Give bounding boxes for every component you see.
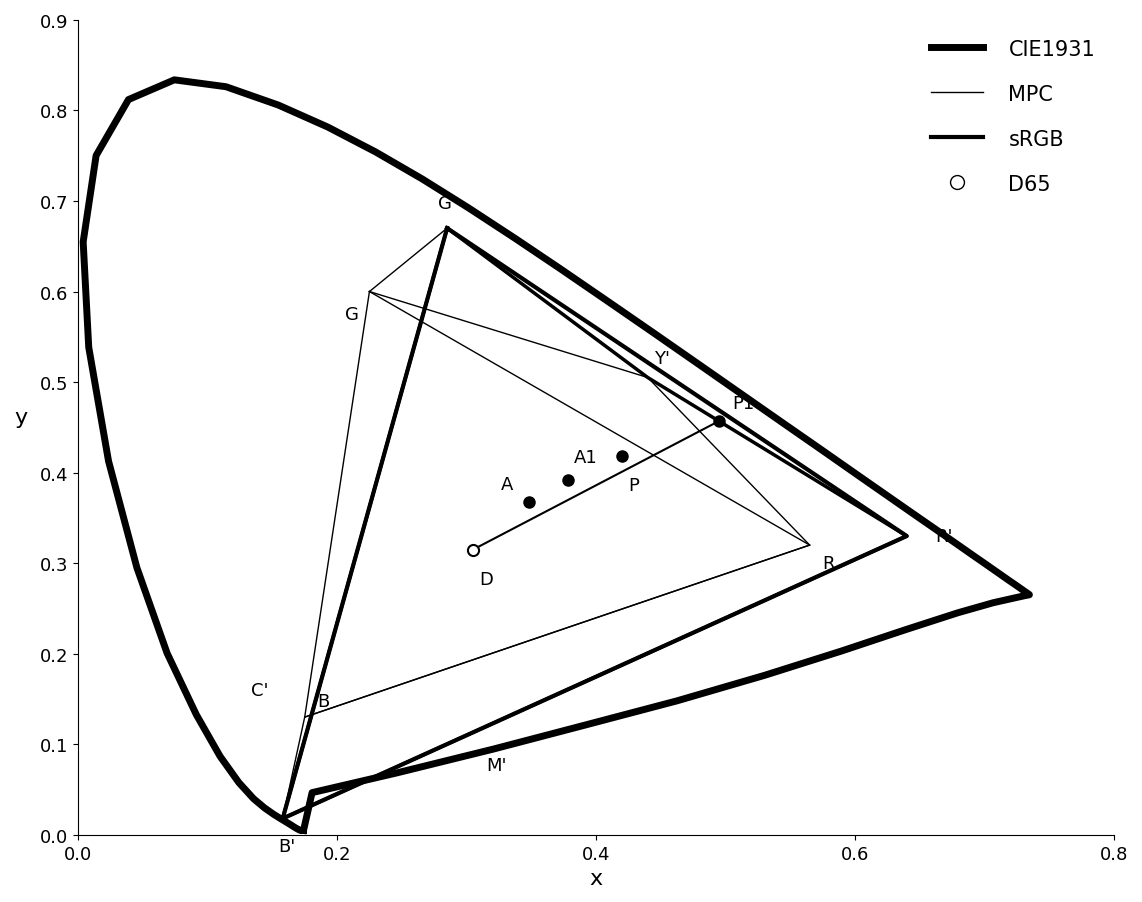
Text: A1: A1 [574, 449, 597, 466]
Text: C': C' [251, 681, 268, 699]
Text: A: A [501, 475, 513, 493]
Text: D: D [480, 570, 493, 588]
Text: M': M' [486, 756, 506, 774]
Text: G: G [345, 306, 359, 324]
Text: R': R' [935, 528, 952, 546]
Text: P: P [628, 477, 640, 494]
Text: B: B [317, 692, 330, 710]
Text: B': B' [278, 837, 295, 855]
Text: G': G' [437, 195, 457, 213]
Text: R: R [822, 555, 835, 573]
Y-axis label: y: y [14, 408, 27, 428]
Text: Y': Y' [654, 349, 670, 367]
X-axis label: x: x [589, 868, 603, 888]
Legend: CIE1931, MPC, sRGB, D65: CIE1931, MPC, sRGB, D65 [923, 32, 1103, 203]
Text: P1: P1 [732, 394, 754, 412]
